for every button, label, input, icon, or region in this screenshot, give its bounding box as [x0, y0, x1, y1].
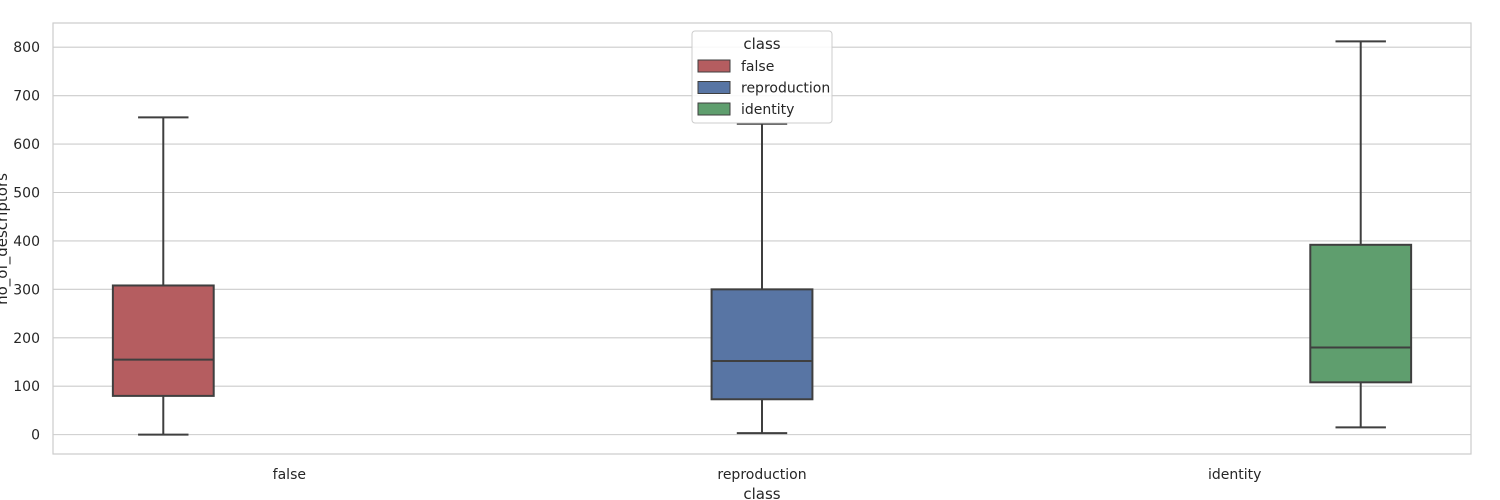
y-tick-label-200: 200 — [13, 331, 40, 347]
y-tick-label-500: 500 — [13, 185, 40, 201]
boxes — [111, 40, 1413, 436]
iqr-box-false — [111, 284, 215, 397]
x-tick-labels: false reproduction identity — [273, 467, 1262, 483]
y-axis-label: no_of_descriptors — [0, 173, 12, 305]
legend-swatch-false — [697, 59, 731, 73]
legend: class false reproduction identity — [691, 30, 833, 124]
iqr-box-reproduction — [710, 288, 814, 401]
x-tick-label-reproduction: reproduction — [717, 467, 806, 483]
legend-label-false: false — [741, 59, 774, 75]
legend-title: class — [743, 35, 780, 53]
box-false — [111, 116, 215, 436]
y-tick-label-100: 100 — [13, 379, 40, 395]
legend-swatch-reproduction — [697, 81, 731, 94]
x-tick-label-identity: identity — [1208, 467, 1261, 483]
box-identity — [1309, 40, 1413, 429]
y-tick-label-0: 0 — [31, 428, 40, 444]
y-tick-label-400: 400 — [13, 234, 40, 250]
legend-entries: false reproduction identity — [697, 59, 830, 118]
legend-label-identity: identity — [741, 102, 794, 118]
legend-swatch-identity — [697, 102, 731, 116]
y-tick-label-700: 700 — [13, 89, 40, 105]
y-tick-label-300: 300 — [13, 282, 40, 298]
y-tick-labels: 0 100 200 300 400 500 600 700 800 — [13, 40, 40, 443]
iqr-box-identity — [1309, 243, 1413, 384]
box-reproduction — [710, 122, 814, 435]
x-axis-label: class — [743, 485, 780, 500]
legend-label-reproduction: reproduction — [741, 81, 830, 97]
x-tick-label-false: false — [273, 467, 306, 483]
y-tick-label-600: 600 — [13, 137, 40, 153]
legend-frame — [691, 30, 833, 124]
y-tick-label-800: 800 — [13, 40, 40, 56]
